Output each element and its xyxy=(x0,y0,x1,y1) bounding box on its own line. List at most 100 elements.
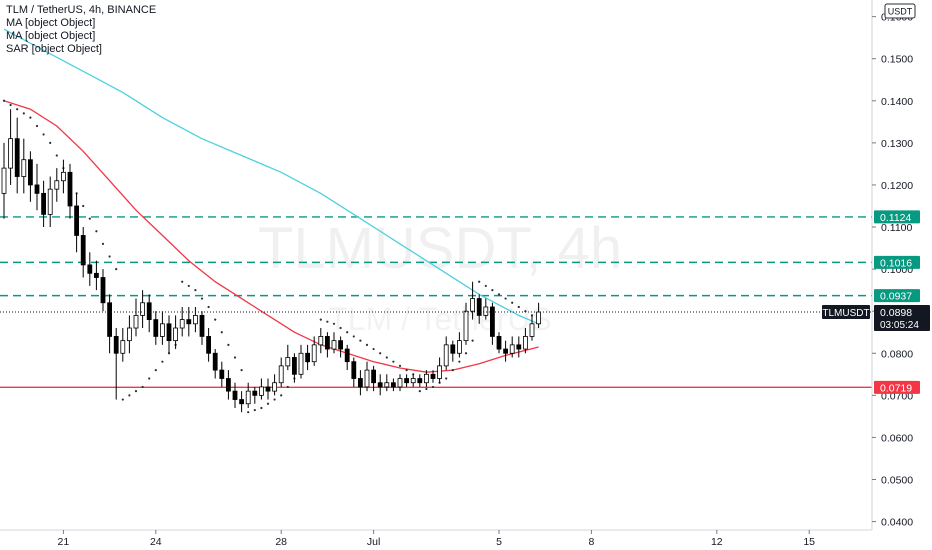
candle[interactable] xyxy=(206,328,212,362)
candle[interactable] xyxy=(133,298,139,337)
candle[interactable] xyxy=(87,252,93,286)
candle[interactable] xyxy=(14,117,20,194)
candle-body xyxy=(463,310,469,342)
sar-dot xyxy=(154,368,157,372)
candle-body xyxy=(265,386,271,392)
candle[interactable] xyxy=(443,336,449,371)
candle[interactable] xyxy=(285,344,291,371)
candle[interactable] xyxy=(41,180,46,228)
candle[interactable] xyxy=(219,361,225,387)
candle[interactable] xyxy=(27,151,33,202)
candle[interactable] xyxy=(423,370,429,387)
candle[interactable] xyxy=(529,315,535,341)
candle[interactable] xyxy=(536,302,541,329)
candle[interactable] xyxy=(245,382,251,408)
candle[interactable] xyxy=(357,370,363,396)
plot-area[interactable] xyxy=(0,28,872,414)
candle[interactable] xyxy=(74,193,79,253)
currency-label-box[interactable] xyxy=(884,3,916,19)
candle[interactable] xyxy=(338,336,344,358)
candle-body xyxy=(503,348,509,354)
candle[interactable] xyxy=(384,374,390,392)
candle-body xyxy=(536,311,541,325)
candle[interactable] xyxy=(199,311,205,345)
candle[interactable] xyxy=(291,353,297,383)
candle[interactable] xyxy=(192,306,198,333)
candle[interactable] xyxy=(509,336,515,358)
candle[interactable] xyxy=(107,294,112,354)
candle[interactable] xyxy=(54,168,60,202)
candle[interactable] xyxy=(483,298,489,320)
candle-body xyxy=(41,192,46,215)
candle[interactable] xyxy=(225,370,231,400)
candle[interactable] xyxy=(397,374,403,392)
candle[interactable] xyxy=(503,340,509,362)
candle[interactable] xyxy=(331,332,337,354)
candle[interactable] xyxy=(146,294,152,333)
candle[interactable] xyxy=(371,365,377,392)
candle[interactable] xyxy=(311,336,317,366)
candle[interactable] xyxy=(523,328,528,354)
candle[interactable] xyxy=(364,361,370,392)
candle[interactable] xyxy=(417,374,423,387)
candle[interactable] xyxy=(305,344,311,371)
candle[interactable] xyxy=(450,340,456,362)
candle[interactable] xyxy=(298,344,304,379)
candle[interactable] xyxy=(390,378,396,392)
candle-body xyxy=(27,159,33,186)
candle[interactable] xyxy=(265,378,271,400)
candle[interactable] xyxy=(272,374,278,396)
candle[interactable] xyxy=(61,159,66,194)
candle[interactable] xyxy=(239,391,245,413)
candle-body xyxy=(417,378,423,384)
candle[interactable] xyxy=(470,281,476,320)
candle[interactable] xyxy=(463,302,469,345)
candle-body xyxy=(357,378,363,388)
candle[interactable] xyxy=(456,332,462,358)
candle[interactable] xyxy=(173,315,179,350)
candle[interactable] xyxy=(258,378,264,400)
candle[interactable] xyxy=(8,109,14,185)
candle[interactable] xyxy=(404,374,410,387)
sar-dot xyxy=(207,305,210,309)
candle[interactable] xyxy=(80,227,86,278)
candle[interactable] xyxy=(496,332,502,354)
candle[interactable] xyxy=(159,311,165,345)
candle[interactable] xyxy=(430,370,436,383)
candle[interactable] xyxy=(166,315,172,354)
candle[interactable] xyxy=(489,302,495,345)
candle[interactable] xyxy=(232,382,238,408)
candle-body xyxy=(509,344,515,354)
candle[interactable] xyxy=(100,269,106,312)
candle[interactable] xyxy=(140,290,146,329)
candle[interactable] xyxy=(1,142,7,219)
sar-dot xyxy=(405,368,408,372)
candle[interactable] xyxy=(34,163,40,211)
x-tick-label: 28 xyxy=(275,536,287,548)
candle[interactable] xyxy=(437,357,443,383)
candle[interactable] xyxy=(153,311,159,345)
candle[interactable] xyxy=(67,163,73,219)
candle[interactable] xyxy=(351,357,357,387)
candle[interactable] xyxy=(252,386,258,404)
candle[interactable] xyxy=(179,306,185,337)
candle[interactable] xyxy=(212,349,218,379)
candle-body xyxy=(258,386,264,396)
candle[interactable] xyxy=(318,328,324,354)
candle[interactable] xyxy=(186,306,192,337)
candle[interactable] xyxy=(377,374,383,396)
candle[interactable] xyxy=(21,138,27,194)
candle[interactable] xyxy=(278,357,284,387)
candle[interactable] xyxy=(476,294,482,324)
candle[interactable] xyxy=(94,260,99,291)
candle-body xyxy=(338,340,344,350)
candle[interactable] xyxy=(516,336,522,358)
candle[interactable] xyxy=(410,374,416,387)
candle[interactable] xyxy=(113,328,119,400)
candle[interactable] xyxy=(324,332,330,358)
candle[interactable] xyxy=(120,328,126,362)
candle[interactable] xyxy=(127,315,132,354)
candle[interactable] xyxy=(47,176,53,228)
candle[interactable] xyxy=(344,344,350,371)
